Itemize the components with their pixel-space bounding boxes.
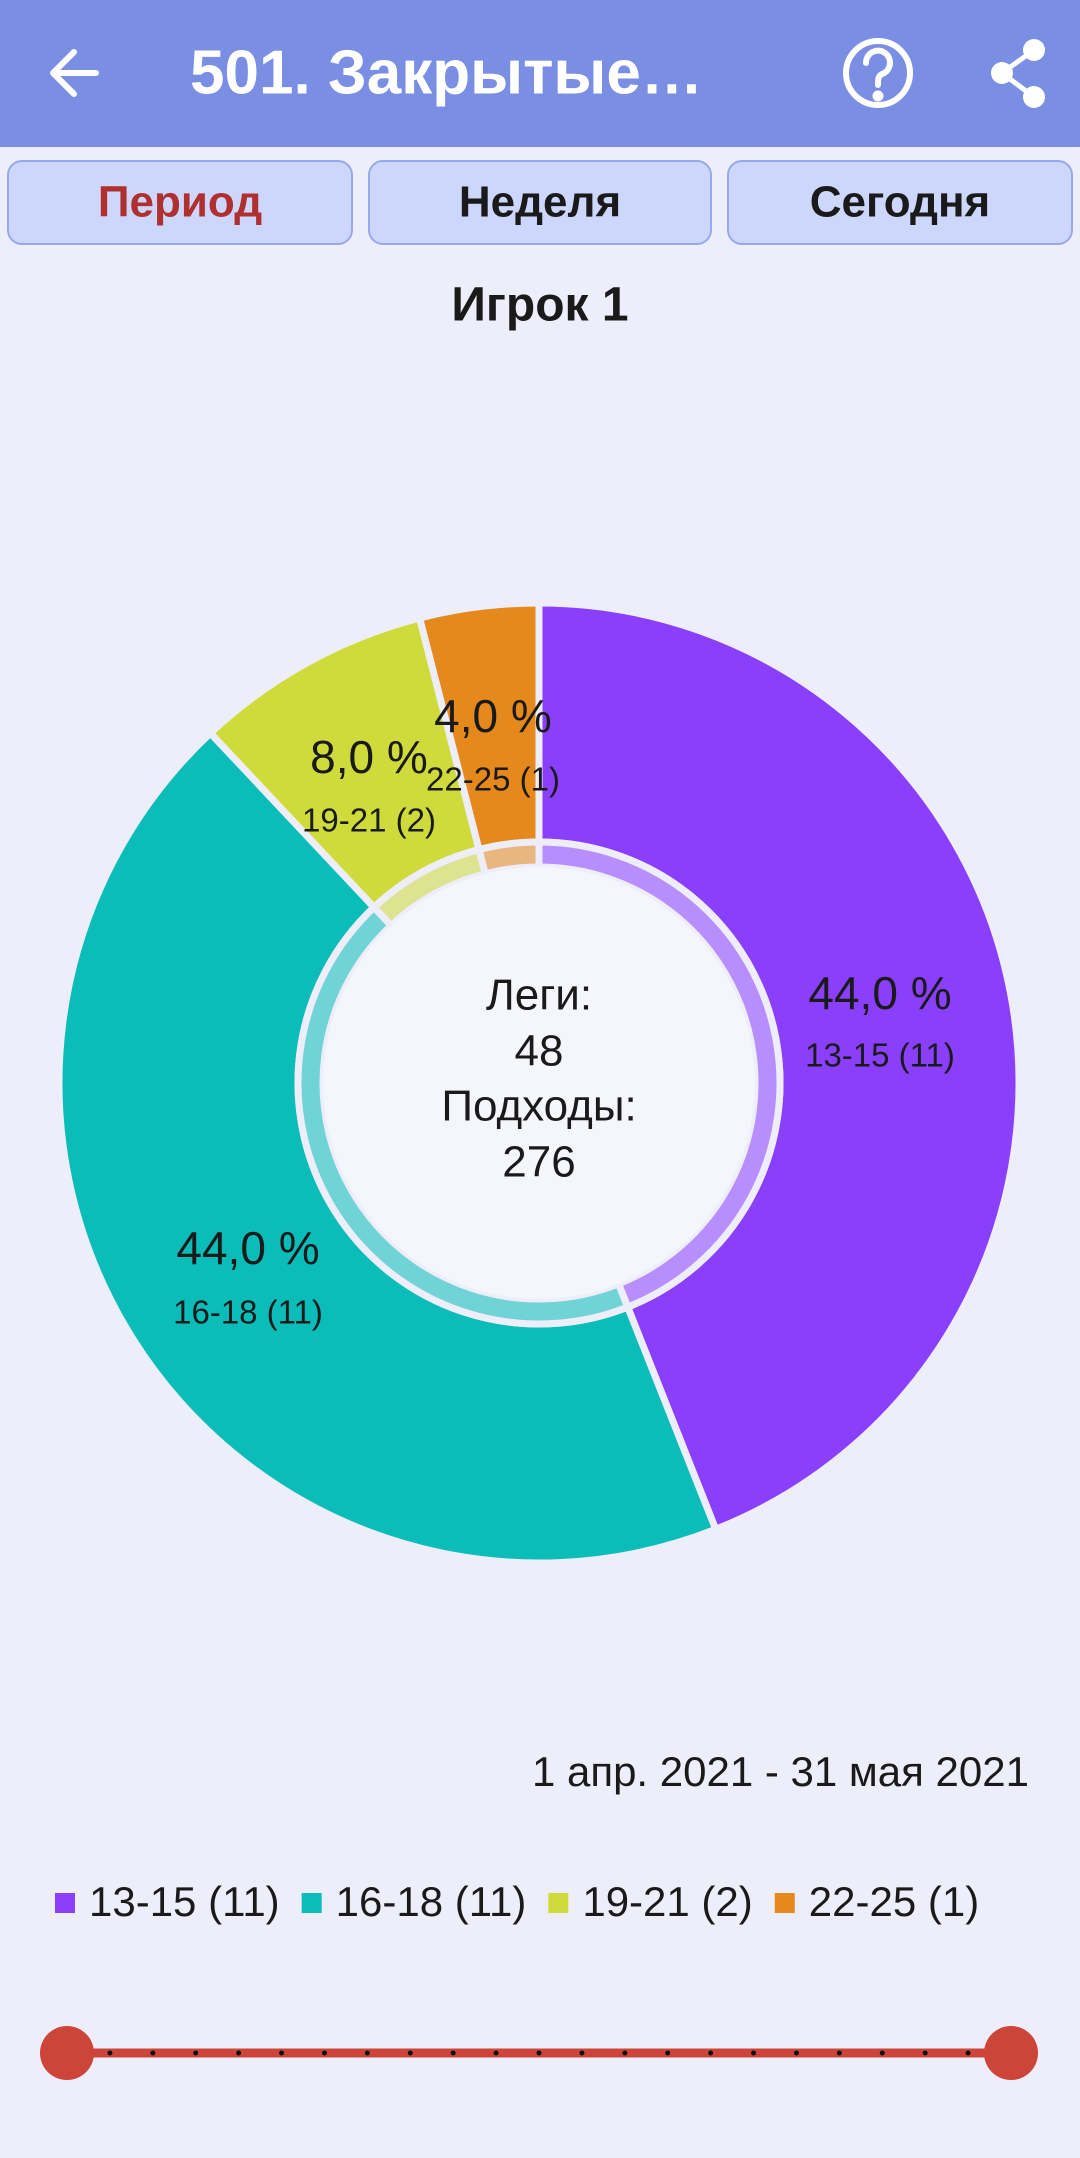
slider-tick: [836, 2050, 842, 2056]
slice-value-label: 4,0 %: [434, 690, 552, 742]
tab-button[interactable]: [368, 160, 712, 245]
slider-tick: [364, 2050, 370, 2056]
slider-tick: [579, 2050, 585, 2056]
slider-tick: [236, 2050, 242, 2056]
slider-tick: [879, 2050, 885, 2056]
slider-tick: [450, 2050, 456, 2056]
slider-tick: [279, 2050, 285, 2056]
slider-start-handle[interactable]: [40, 2026, 94, 2080]
legend-swatch: [55, 1893, 75, 1913]
slider-tick: [150, 2050, 156, 2056]
slice-category-label: 16-18 (11): [173, 1294, 323, 1331]
tab-label: Неделя: [459, 178, 621, 227]
center-label: Подходы:: [441, 1082, 636, 1131]
date-range: 1 апр. 2021 - 31 мая 2021: [532, 1748, 1029, 1795]
slider-tick: [793, 2050, 799, 2056]
slider-tick: [922, 2050, 928, 2056]
slider-tick: [536, 2050, 542, 2056]
slider-tick: [708, 2050, 714, 2056]
slider-tick: [622, 2050, 628, 2056]
legend-label: 22-25 (1): [809, 1878, 979, 1925]
legend-label: 19-21 (2): [582, 1878, 752, 1925]
slice-category-label: 19-21 (2): [302, 802, 436, 839]
slider-tick: [107, 2050, 113, 2056]
center-label: 48: [515, 1027, 564, 1076]
legend-label: 13-15 (11): [89, 1878, 280, 1925]
slider-tick: [493, 2050, 499, 2056]
slider-tick: [665, 2050, 671, 2056]
slice-value-label: 44,0 %: [176, 1222, 319, 1274]
tab-button[interactable]: [7, 160, 353, 245]
slice-category-label: 22-25 (1): [426, 761, 560, 798]
slider-tick: [407, 2050, 413, 2056]
range-slider[interactable]: [40, 2026, 1038, 2080]
slider-tick: [965, 2050, 971, 2056]
legend-swatch: [774, 1893, 795, 1913]
help-button[interactable]: [843, 38, 913, 108]
center-label: Леги:: [486, 971, 592, 1020]
legend-swatch: [548, 1893, 569, 1913]
tab-label: Сегодня: [810, 178, 990, 227]
share-button[interactable]: [991, 39, 1045, 108]
tab-label: Период: [98, 178, 262, 227]
legend-swatch: [301, 1893, 322, 1913]
pie-slice-inner: [474, 838, 543, 879]
slider-end-handle[interactable]: [984, 2026, 1038, 2080]
legend-label: 16-18 (11): [336, 1878, 527, 1925]
app-title: 501. Закрытые…: [190, 38, 703, 107]
center-label: 276: [502, 1138, 575, 1187]
slider-tick: [751, 2050, 757, 2056]
chart-title: Игрок 1: [451, 279, 628, 332]
slice-value-label: 8,0 %: [310, 731, 428, 783]
tab-button[interactable]: [727, 160, 1073, 245]
slider-tick: [321, 2050, 327, 2056]
slider-tick: [193, 2050, 199, 2056]
donut-hole: [323, 867, 755, 1299]
back-button[interactable]: [50, 49, 99, 97]
slice-value-label: 44,0 %: [808, 967, 951, 1019]
slice-category-label: 13-15 (11): [805, 1037, 955, 1074]
app-bar: [0, 0, 1080, 147]
